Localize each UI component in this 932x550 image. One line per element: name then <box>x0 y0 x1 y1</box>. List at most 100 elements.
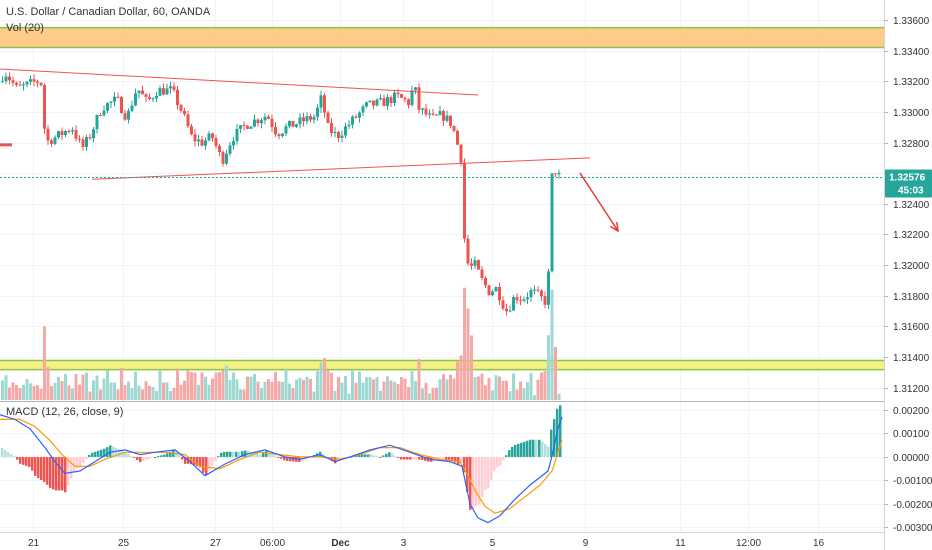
candlesticks <box>1 72 561 316</box>
candle-body <box>351 116 354 125</box>
candle-body <box>120 97 123 114</box>
time-tick-label: 06:00 <box>260 538 285 549</box>
candle-body <box>410 90 414 106</box>
candle-body <box>358 112 361 118</box>
candle-body <box>158 88 162 96</box>
candle-body <box>57 131 60 138</box>
candle-body <box>487 285 491 296</box>
volume-bar <box>403 378 407 400</box>
macd-histogram-bar <box>7 452 10 457</box>
candle-body <box>305 116 309 122</box>
candle-body <box>67 131 71 133</box>
candle-body <box>246 125 249 129</box>
horizontal-zones[interactable] <box>0 26 884 371</box>
time-axis[interactable]: 21 25 27 06:00 Dec 3 5 9 11 12:00 16 <box>28 538 825 549</box>
candle-body <box>207 133 211 141</box>
macd-histogram-bar <box>160 455 163 457</box>
macd-histogram-bar <box>484 456 487 490</box>
volume-bar <box>67 385 71 400</box>
macd-histogram-bar <box>265 451 268 457</box>
candle-body <box>32 79 36 82</box>
volume-bar <box>438 379 442 400</box>
volume-bar <box>298 377 302 400</box>
macd-histogram-bar <box>433 456 436 462</box>
macd-histogram-bar <box>514 444 517 457</box>
volume-bar <box>197 384 200 400</box>
macd-histogram-bar <box>292 456 295 462</box>
volume-bar <box>249 376 253 400</box>
volume-bar <box>445 379 449 400</box>
volume-bar <box>358 371 361 400</box>
price-axis[interactable]: 1.336001.334001.332001.330001.328001.326… <box>884 16 930 395</box>
candle-body <box>239 125 242 129</box>
volume-bar <box>508 391 512 400</box>
trendlines[interactable] <box>0 68 591 180</box>
volume-bar <box>365 377 368 400</box>
candle-body <box>414 87 417 91</box>
macd-histogram-bar <box>1 448 4 457</box>
volume-bar <box>253 373 256 400</box>
macd-histogram-bar <box>379 456 382 458</box>
volume-bar <box>424 382 428 400</box>
volume-bar <box>88 391 92 400</box>
arrow-head <box>609 221 619 233</box>
price-tick-label: 1.31600 <box>893 322 930 333</box>
candle-body <box>456 130 459 145</box>
volume-bar <box>85 372 88 400</box>
volume-bar <box>11 382 15 400</box>
macd-histogram-bar <box>520 442 523 457</box>
candle-body <box>71 130 74 132</box>
volume-bar <box>53 382 57 400</box>
candle-body <box>176 89 179 105</box>
macd-histogram-bar <box>358 454 361 457</box>
price-tick-label: 1.31800 <box>893 292 930 303</box>
volume-bar <box>330 372 333 400</box>
candle-body <box>183 110 186 115</box>
macd-histogram-bar <box>244 450 247 457</box>
candle-body <box>550 173 554 272</box>
candle-body <box>505 308 508 312</box>
volume-bar <box>382 381 386 400</box>
candle-body <box>519 300 522 302</box>
candle-body <box>172 86 176 90</box>
macd-histogram-bar <box>37 456 40 478</box>
candle-body <box>144 94 148 97</box>
resistance-zone <box>0 27 884 48</box>
volume-bar <box>246 376 249 400</box>
macd-histogram-bar <box>355 455 358 457</box>
volume-bar <box>281 382 284 400</box>
volume-bar <box>144 381 148 400</box>
candle-body <box>498 287 501 301</box>
macd-histogram-bar <box>31 456 34 471</box>
candle-body <box>361 106 365 113</box>
macd-histogram-bar <box>541 441 544 457</box>
volume-bar <box>309 379 312 400</box>
macd-histogram-bar <box>28 456 31 467</box>
macd-axis[interactable]: 0.00200 0.00100 0.00000 -0.00100 -0.00200 -0.… <box>884 406 932 534</box>
candle-body <box>116 96 120 98</box>
macd-histogram-bar <box>223 452 226 457</box>
macd-tick-label: -0.00300 <box>893 523 932 534</box>
volume-bar <box>43 326 46 400</box>
volume-bar <box>410 371 414 400</box>
volume-title[interactable]: Vol (20) <box>6 22 44 34</box>
macd-title[interactable]: MACD (12, 26, close, 9) <box>6 406 123 418</box>
forecast-arrow[interactable] <box>579 172 619 233</box>
symbol-title[interactable]: U.S. Dollar / Canadian Dollar, 60, OANDA <box>6 6 211 18</box>
candle-body <box>452 125 456 131</box>
volume-bar <box>169 391 172 400</box>
price-tick-label: 1.33000 <box>893 108 930 119</box>
macd-histogram-bar <box>133 456 136 458</box>
trendline <box>0 68 479 96</box>
volume-bar <box>305 376 309 400</box>
macd-histogram-bar <box>559 405 562 457</box>
candle-body <box>29 79 32 82</box>
candle-body <box>134 93 137 106</box>
volume-bar <box>193 372 197 400</box>
macd-histogram-bar <box>274 455 277 457</box>
volume-bar <box>256 381 260 400</box>
candle-body <box>372 100 375 106</box>
volume-bar <box>344 375 347 400</box>
volume-bar <box>470 335 473 400</box>
